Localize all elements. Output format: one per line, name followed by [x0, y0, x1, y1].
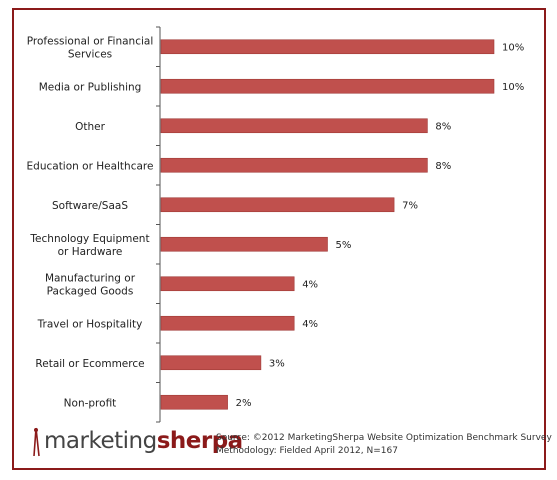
bar	[160, 39, 495, 55]
value-label: 3%	[269, 358, 285, 369]
source-note: Source: ©2012 MarketingSherpa Website Op…	[216, 432, 552, 457]
category-label: Travel or Hospitality	[37, 318, 143, 330]
logo-marketing-text: marketing	[44, 428, 157, 454]
value-label: 2%	[236, 398, 252, 409]
category-label-line: Media or Publishing	[39, 81, 142, 93]
category-label: Education or Healthcare	[27, 160, 154, 172]
category-label: Professional or Financial Services	[27, 35, 154, 60]
category-label: Non-profit	[64, 397, 117, 409]
bar	[160, 315, 295, 331]
category-label-line: Education or Healthcare	[27, 160, 154, 172]
methodology-line: Methodology: Fielded April 2012, N=167	[216, 445, 398, 456]
bar	[160, 355, 262, 371]
bar	[160, 157, 428, 173]
category-label-line: Technology Equipment	[29, 233, 149, 245]
bar	[160, 118, 428, 134]
bar	[160, 394, 228, 410]
marketingsherpa-logo: marketingsherpa	[28, 424, 243, 464]
category-label-line: Retail or Ecommerce	[35, 358, 144, 370]
bar-chart: Professional or Financial Services Media o…	[27, 26, 524, 423]
category-label: Retail or Ecommerce	[35, 358, 144, 370]
value-label: 4%	[302, 319, 318, 330]
category-label: Manufacturing or Packaged Goods	[45, 272, 136, 297]
logo-sherpa-text: sherpa	[156, 428, 244, 454]
logo-mark-icon	[33, 427, 40, 457]
bar	[160, 197, 395, 213]
value-label: 7%	[402, 200, 418, 211]
value-label: 10%	[502, 42, 524, 53]
value-label: 10%	[502, 82, 524, 93]
category-label-line: Professional or Financial	[27, 35, 154, 47]
source-line: Source: ©2012 MarketingSherpa Website Op…	[216, 433, 552, 443]
category-label: Other	[75, 121, 105, 133]
value-label: 8%	[435, 121, 451, 132]
category-label-line: Other	[75, 121, 105, 133]
bar	[160, 276, 295, 292]
category-label-line: Non-profit	[64, 397, 117, 409]
category-label-line: Packaged Goods	[47, 285, 134, 297]
bar	[160, 236, 328, 252]
category-label: Technology Equipment or Hardware	[29, 233, 149, 258]
value-label: 5%	[336, 240, 352, 251]
category-label: Software/SaaS	[52, 200, 128, 212]
value-label: 4%	[302, 279, 318, 290]
category-label-line: Services	[68, 48, 112, 60]
category-label-line: or Hardware	[58, 246, 123, 258]
category-label-line: Travel or Hospitality	[37, 318, 143, 330]
bar	[160, 78, 495, 94]
category-label-line: Manufacturing or	[45, 272, 136, 284]
category-label: Media or Publishing	[39, 81, 142, 93]
category-label-line: Software/SaaS	[52, 200, 128, 212]
value-label: 8%	[435, 161, 451, 172]
